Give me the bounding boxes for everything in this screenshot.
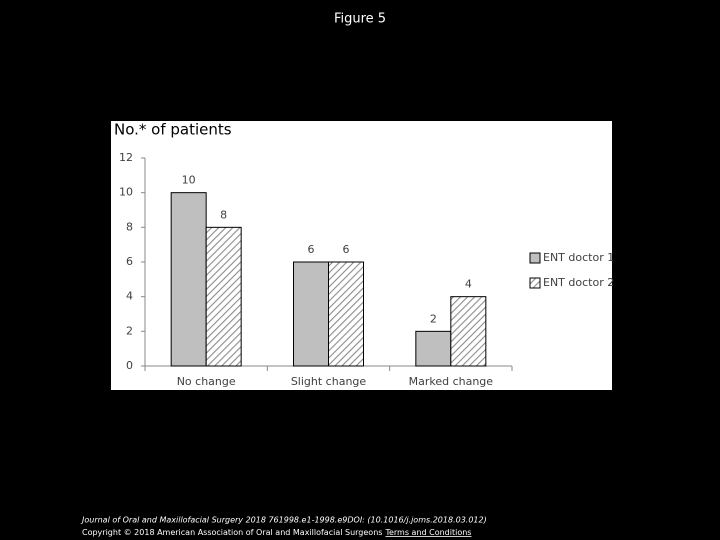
slide-title: Figure 5	[334, 12, 386, 27]
y-tick-label: 0	[126, 359, 133, 372]
y-axis-title: No.* of patients	[114, 121, 232, 139]
bar	[450, 296, 487, 367]
value-label: 8	[220, 208, 227, 221]
value-label: 4	[465, 278, 472, 291]
value-label: 6	[343, 243, 350, 256]
y-tick-label: 4	[126, 290, 133, 303]
legend-swatch	[529, 277, 541, 289]
legend-label: ENT doctor 1	[543, 251, 614, 264]
y-tick-label: 8	[126, 220, 133, 233]
copyright: Copyright © 2018 American Association of…	[82, 528, 382, 537]
x-tick-label: Marked change	[409, 375, 494, 388]
copyright-line: Copyright © 2018 American Association of…	[82, 528, 471, 537]
value-label: 2	[430, 312, 437, 325]
x-tick-label: No change	[177, 375, 236, 388]
bar	[415, 330, 452, 367]
bar	[170, 192, 207, 367]
value-label: 6	[308, 243, 315, 256]
value-label: 10	[182, 174, 196, 187]
y-tick-label: 6	[126, 255, 133, 268]
citation: Journal of Oral and Maxillofacial Surger…	[80, 516, 487, 525]
bar	[293, 261, 329, 367]
y-tick-label: 10	[119, 186, 133, 199]
legend-swatch	[529, 252, 541, 264]
y-tick-label: 2	[126, 324, 133, 337]
bar	[205, 226, 242, 367]
legend-label: ENT doctor 2	[543, 276, 614, 289]
x-tick-label: Slight change	[291, 375, 367, 388]
bar	[328, 261, 364, 367]
terms-link[interactable]: Terms and Conditions	[384, 528, 471, 537]
y-tick-label: 12	[119, 151, 133, 164]
